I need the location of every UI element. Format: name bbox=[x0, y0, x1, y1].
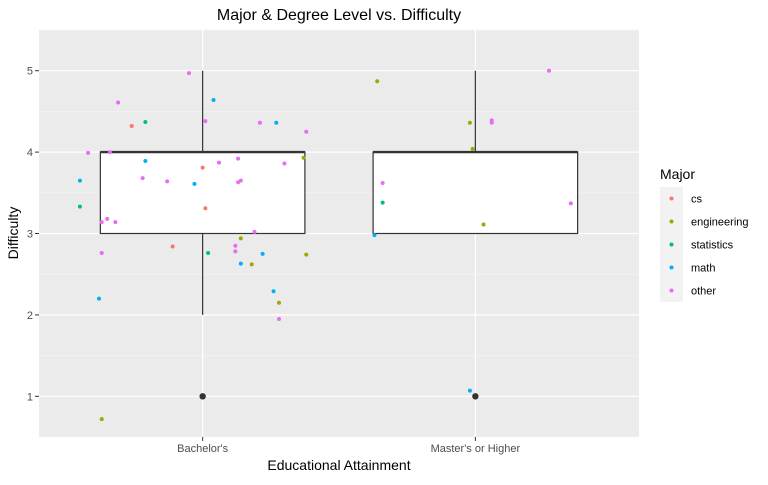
data-point-math bbox=[211, 98, 216, 103]
legend-label: statistics bbox=[691, 240, 734, 252]
data-point-statistics bbox=[206, 251, 211, 256]
data-point-cs bbox=[203, 206, 208, 211]
data-point-other bbox=[116, 100, 121, 105]
data-point-math bbox=[467, 388, 472, 393]
data-point-cs bbox=[200, 165, 205, 170]
data-point-other bbox=[547, 68, 551, 73]
data-point-other bbox=[277, 316, 281, 321]
y-tick-label: 3 bbox=[27, 229, 33, 241]
data-point-other bbox=[257, 120, 262, 125]
data-point-other bbox=[304, 129, 309, 134]
data-point-math bbox=[372, 233, 377, 238]
data-point-engineering bbox=[301, 155, 306, 160]
data-point-engineering bbox=[375, 79, 380, 84]
data-point-other bbox=[113, 220, 118, 225]
legend-label: other bbox=[691, 286, 716, 298]
y-tick-label: 1 bbox=[27, 391, 33, 403]
data-point-other bbox=[233, 249, 238, 254]
box-iqr bbox=[372, 151, 579, 235]
data-point-math bbox=[192, 181, 197, 186]
data-point-math bbox=[143, 159, 148, 164]
data-point-other bbox=[140, 176, 145, 181]
legend-label: math bbox=[691, 263, 715, 275]
data-point-other bbox=[107, 150, 112, 155]
data-point-other bbox=[233, 243, 238, 248]
legend-marker bbox=[669, 242, 674, 247]
box-outlier bbox=[199, 393, 206, 400]
data-point-other bbox=[238, 178, 243, 183]
box-outlier bbox=[472, 393, 479, 400]
data-point-other bbox=[105, 216, 110, 221]
y-tick-label: 5 bbox=[27, 66, 33, 78]
data-point-engineering bbox=[249, 262, 254, 267]
data-point-math bbox=[271, 289, 276, 294]
box-iqr bbox=[99, 151, 306, 235]
data-point-other bbox=[217, 160, 221, 165]
data-point-other bbox=[236, 156, 241, 161]
data-point-cs bbox=[129, 124, 134, 129]
data-point-other bbox=[99, 251, 104, 256]
data-point-engineering bbox=[304, 252, 309, 257]
data-point-other bbox=[282, 161, 287, 166]
data-point-engineering bbox=[277, 300, 281, 305]
data-point-engineering bbox=[481, 222, 486, 227]
data-point-math bbox=[97, 296, 101, 301]
data-point-other bbox=[252, 229, 257, 234]
y-axis-label: Difficulty bbox=[5, 207, 21, 260]
data-point-statistics bbox=[380, 200, 385, 205]
data-point-other bbox=[99, 220, 104, 225]
data-point-other bbox=[203, 119, 208, 124]
data-point-statistics bbox=[143, 119, 148, 124]
data-point-engineering bbox=[470, 146, 475, 151]
data-point-engineering bbox=[238, 236, 243, 241]
data-point-other bbox=[489, 118, 494, 123]
data-point-cs bbox=[170, 244, 175, 249]
jitter-points bbox=[77, 68, 573, 422]
boxplots bbox=[99, 70, 579, 400]
data-point-statistics bbox=[77, 204, 82, 209]
data-point-other bbox=[568, 201, 573, 206]
y-tick-label: 4 bbox=[27, 147, 33, 159]
legend: Major cs engineering statistics math other bbox=[660, 166, 749, 302]
legend-marker bbox=[669, 219, 674, 224]
y-tick-label: 2 bbox=[27, 310, 33, 322]
data-point-math bbox=[274, 120, 279, 125]
legend-label: cs bbox=[691, 194, 703, 206]
data-point-math bbox=[238, 261, 243, 266]
legend-marker bbox=[669, 265, 674, 270]
y-axis: 1 2 3 4 5 bbox=[27, 66, 39, 403]
legend-marker bbox=[669, 196, 674, 201]
legend-label: engineering bbox=[691, 217, 749, 229]
data-point-math bbox=[77, 178, 82, 183]
data-point-other bbox=[165, 179, 170, 184]
data-point-engineering bbox=[99, 417, 104, 422]
x-tick-label: Bachelor's bbox=[177, 443, 229, 455]
chart-title: Major & Degree Level vs. Difficulty bbox=[217, 7, 461, 24]
legend-title: Major bbox=[660, 166, 695, 182]
legend-marker bbox=[669, 288, 674, 293]
data-point-engineering bbox=[467, 120, 472, 125]
x-tick-label: Master's or Higher bbox=[431, 443, 521, 455]
data-point-math bbox=[260, 251, 265, 256]
x-axis: Bachelor's Master's or Higher bbox=[177, 437, 520, 455]
data-point-other bbox=[380, 181, 385, 186]
data-point-other bbox=[187, 71, 191, 76]
x-axis-label: Educational Attainment bbox=[267, 457, 410, 473]
data-point-other bbox=[86, 150, 91, 155]
